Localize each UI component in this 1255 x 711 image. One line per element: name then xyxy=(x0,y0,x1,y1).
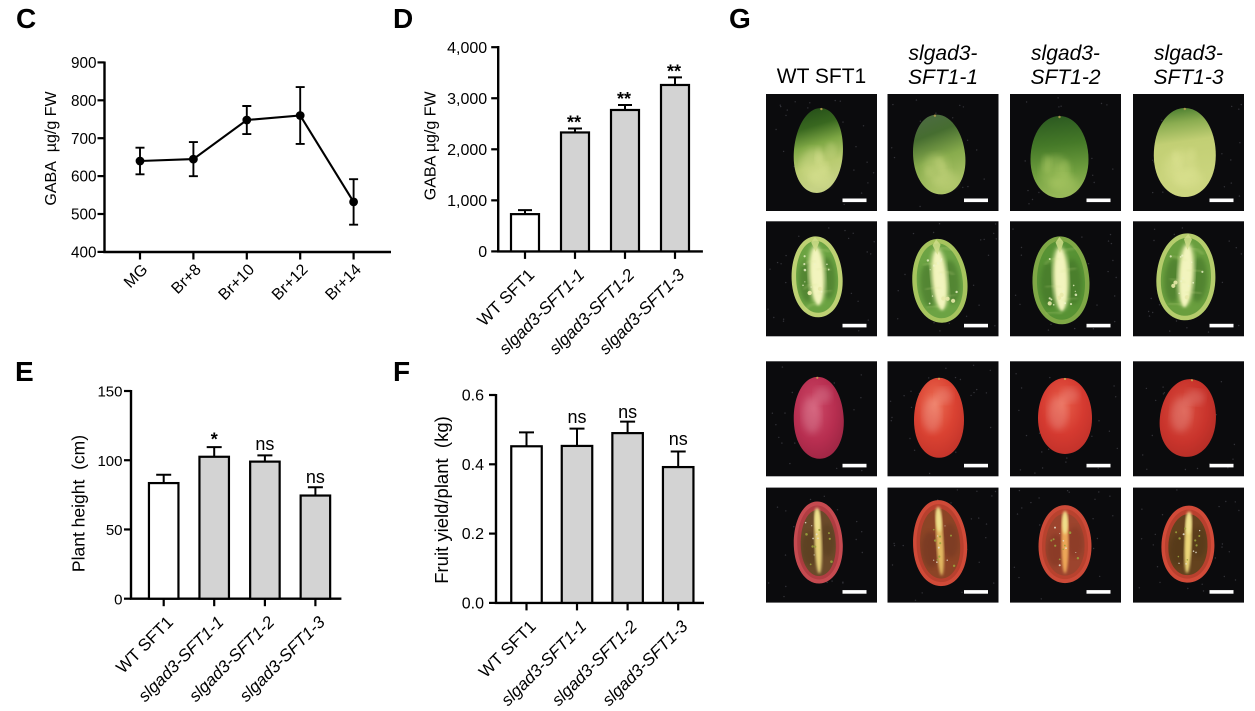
svg-text:ns: ns xyxy=(618,402,637,422)
svg-text:*: * xyxy=(211,430,218,450)
svg-text:150: 150 xyxy=(97,384,122,401)
svg-text:400: 400 xyxy=(71,245,97,262)
svg-text:2,000: 2,000 xyxy=(447,142,487,159)
svg-text:WT SFT1: WT SFT1 xyxy=(777,65,866,88)
svg-text:ns: ns xyxy=(567,407,586,427)
svg-text:800: 800 xyxy=(71,93,97,110)
svg-text:0: 0 xyxy=(114,591,122,608)
svg-text:C: C xyxy=(16,3,36,34)
svg-text:E: E xyxy=(15,356,34,387)
svg-text:0.4: 0.4 xyxy=(462,457,484,474)
svg-text:0.6: 0.6 xyxy=(462,388,484,405)
svg-text:ns: ns xyxy=(306,467,325,487)
svg-text:4,000: 4,000 xyxy=(447,40,487,57)
svg-text:slgad3-: slgad3- xyxy=(1154,42,1223,65)
svg-text:SFT1-2: SFT1-2 xyxy=(1030,66,1100,89)
svg-text:slgad3-: slgad3- xyxy=(909,42,978,65)
svg-text:ns: ns xyxy=(669,429,688,449)
svg-text:600: 600 xyxy=(71,169,97,186)
svg-text:SFT1-3: SFT1-3 xyxy=(1153,66,1223,89)
svg-text:Fruit yield/plant (kg): Fruit yield/plant (kg) xyxy=(431,416,452,584)
svg-text:ns: ns xyxy=(255,434,274,454)
svg-text:G: G xyxy=(729,3,751,34)
svg-text:0.2: 0.2 xyxy=(462,526,484,543)
svg-text:D: D xyxy=(393,3,413,34)
svg-text:F: F xyxy=(393,356,410,387)
svg-text:SFT1-1: SFT1-1 xyxy=(908,66,978,89)
svg-text:GABA µg/g FW: GABA µg/g FW xyxy=(43,91,60,206)
svg-text:900: 900 xyxy=(71,55,97,72)
svg-text:500: 500 xyxy=(71,207,97,224)
svg-text:0: 0 xyxy=(478,244,487,261)
svg-text:3,000: 3,000 xyxy=(447,91,487,108)
svg-text:**: ** xyxy=(667,61,681,81)
svg-text:**: ** xyxy=(617,89,631,109)
svg-text:**: ** xyxy=(567,112,581,132)
svg-text:100: 100 xyxy=(97,453,122,470)
svg-text:Plant height (cm): Plant height (cm) xyxy=(69,435,89,572)
svg-text:700: 700 xyxy=(71,131,97,148)
svg-text:50: 50 xyxy=(106,522,123,539)
svg-text:1,000: 1,000 xyxy=(447,193,487,210)
svg-text:slgad3-: slgad3- xyxy=(1031,42,1100,65)
svg-text:GABA µg/g FW: GABA µg/g FW xyxy=(423,91,440,201)
svg-text:0.0: 0.0 xyxy=(462,596,484,613)
